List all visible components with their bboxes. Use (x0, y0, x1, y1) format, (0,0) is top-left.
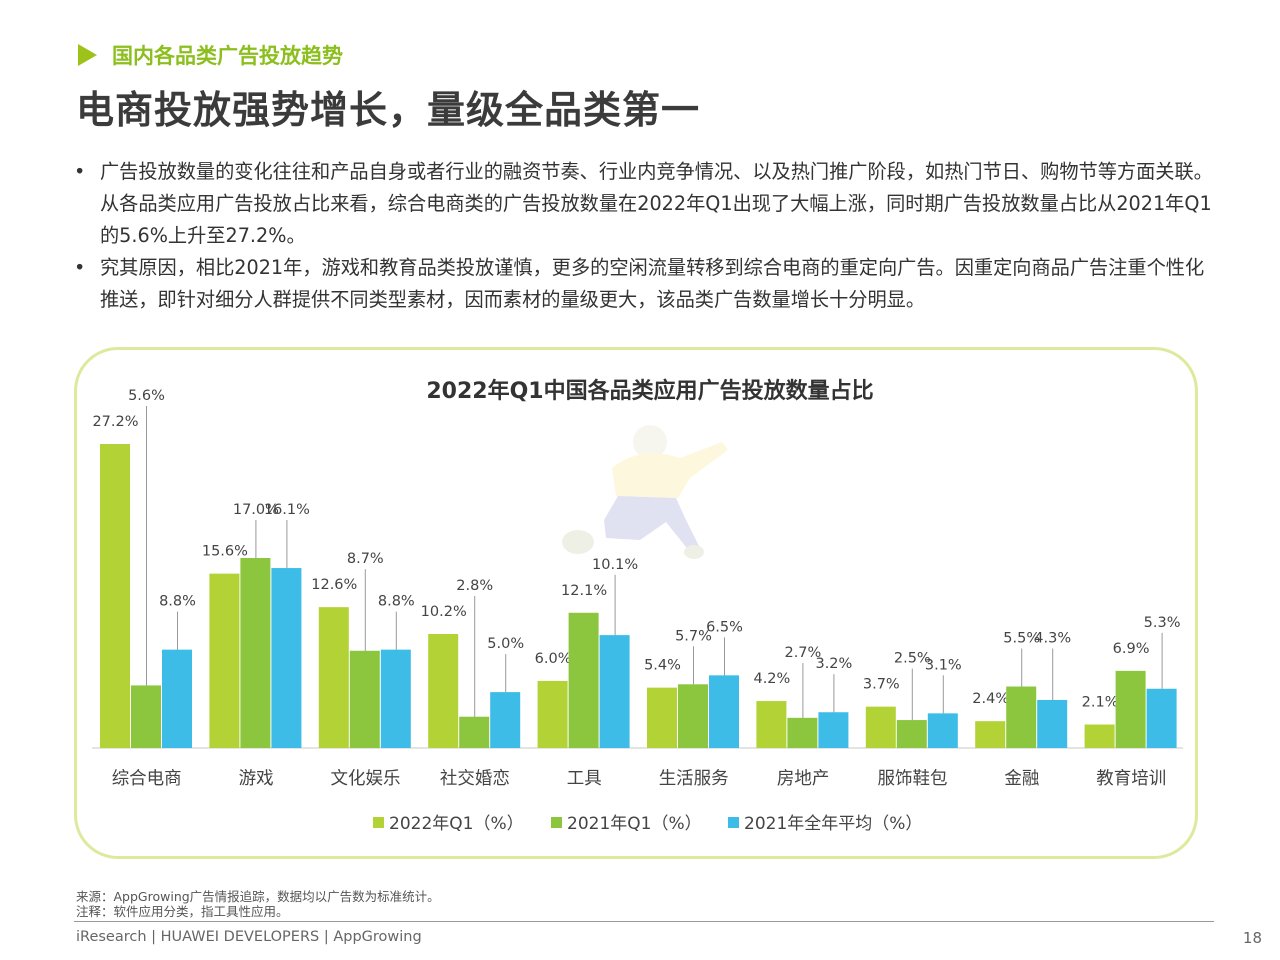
section-title: 国内各品类广告投放趋势 (112, 44, 343, 68)
bar-2 (1115, 670, 1146, 748)
data-label: 6.9% (1113, 641, 1150, 657)
legend-swatch (373, 817, 384, 828)
bar-2 (240, 558, 271, 748)
bar-3 (380, 649, 411, 748)
bar-1 (100, 444, 130, 748)
data-label: 6.5% (706, 619, 743, 635)
bullet-item: • 广告投放数量的变化往往和产品自身或者行业的融资节奏、行业内竞争情况、以及热门… (74, 156, 1214, 252)
page-number: 18 (1242, 929, 1262, 947)
data-label: 5.3% (1144, 615, 1181, 631)
bar-3 (709, 675, 739, 748)
bar-1 (756, 701, 787, 748)
data-label: 8.8% (378, 594, 415, 610)
chart-panel (74, 347, 1198, 859)
bullet-item: • 究其原因，相比2021年，游戏和教育品类投放谨慎，更多的空闲流量转移到综合电… (74, 252, 1214, 316)
bar-1 (209, 573, 240, 748)
data-label: 5.7% (675, 628, 712, 644)
data-label: 2.5% (894, 651, 931, 667)
bar-2 (1006, 686, 1037, 748)
annotation-note: 注释：软件应用分类，指工具性应用。 (76, 904, 289, 919)
data-label: 10.1% (592, 557, 638, 573)
x-tick-label: 金融 (1004, 769, 1039, 789)
data-label: 8.8% (159, 594, 196, 610)
data-label: 2.7% (784, 645, 821, 661)
data-label: 5.0% (487, 636, 524, 652)
x-tick-label: 工具 (567, 769, 602, 789)
page-headline: 电商投放强势增长，量级全品类第一 (76, 88, 701, 132)
data-label: 6.0% (535, 651, 572, 667)
data-label: 15.6% (202, 544, 248, 560)
bar-2 (678, 684, 708, 748)
data-label: 2.1% (1082, 695, 1119, 711)
bar-1 (975, 721, 1006, 748)
chart-title: 2022年Q1中国各品类应用广告投放数量占比 (426, 378, 873, 404)
bar-1 (537, 680, 568, 748)
data-label: 5.4% (644, 658, 681, 674)
bar-1 (865, 706, 896, 748)
data-label: 2.8% (456, 578, 493, 594)
bullet-text: 广告投放数量的变化往往和产品自身或者行业的融资节奏、行业内竞争情况、以及热门推广… (100, 160, 1213, 247)
x-tick-label: 教育培训 (1096, 769, 1166, 789)
x-tick-label: 房地产 (777, 769, 830, 789)
data-label: 12.6% (311, 577, 357, 593)
footer-brand: iResearch | HUAWEI DEVELOPERS | AppGrowi… (76, 929, 422, 945)
bar-3 (927, 713, 958, 748)
x-tick-label: 文化娱乐 (331, 769, 401, 789)
bar-2 (459, 716, 490, 748)
x-tick-label: 服饰鞋包 (878, 769, 948, 789)
legend-label: 2021年Q1（%） (567, 814, 702, 834)
bullet-text: 究其原因，相比2021年，游戏和教育品类投放谨慎，更多的空闲流量转移到综合电商的… (100, 256, 1205, 311)
legend-label: 2021年全年平均（%） (744, 814, 922, 834)
data-label: 4.2% (753, 671, 790, 687)
source-note: 来源：AppGrowing广告情报追踪，数据均以广告数为标准统计。 (76, 889, 440, 904)
bar-1 (428, 634, 459, 748)
data-label: 4.3% (1034, 631, 1071, 647)
bar-2 (896, 720, 927, 748)
bar-3 (490, 692, 521, 748)
data-label: 10.2% (421, 604, 467, 620)
bar-3 (599, 635, 630, 748)
bar-3 (818, 712, 849, 748)
bar-3 (271, 568, 302, 748)
bar-1 (318, 607, 349, 748)
bar-1 (647, 687, 677, 748)
data-label: 27.2% (92, 414, 138, 430)
data-label: 5.6% (128, 388, 165, 404)
data-label: 3.7% (863, 677, 900, 693)
legend-label: 2022年Q1（%） (389, 814, 524, 834)
legend-swatch (728, 817, 739, 828)
x-tick-label: 生活服务 (659, 769, 729, 789)
data-label: 3.1% (925, 657, 962, 673)
chart-marks: 27.2% 5.6% 8.8% 综合电商 15.6% 17.0%16.1% 游戏 12.6% 8… (92, 388, 1180, 789)
legend-swatch (551, 817, 562, 828)
section-arrow-icon (78, 44, 97, 66)
bar-2 (787, 717, 818, 748)
bar-2 (349, 650, 380, 748)
bullet-dot: • (74, 256, 86, 279)
bar-3 (162, 649, 192, 748)
bullet-dot: • (74, 160, 86, 183)
runner-illustration (562, 425, 728, 559)
data-label: 16.1% (264, 502, 310, 518)
footer-divider (74, 921, 1214, 922)
data-label: 17.0% (233, 502, 279, 518)
chart-legend: 2022年Q1（%） 2021年Q1（%） 2021年全年平均（%） (373, 814, 922, 834)
data-label: 2.4% (972, 691, 1009, 707)
bar-1 (1084, 724, 1115, 748)
data-label: 5.5% (1003, 631, 1040, 647)
data-label: 8.7% (347, 551, 384, 567)
bar-2 (568, 612, 599, 748)
data-label: 3.2% (815, 656, 852, 672)
bullet-list: • 广告投放数量的变化往往和产品自身或者行业的融资节奏、行业内竞争情况、以及热门… (74, 156, 1214, 316)
x-tick-label: 社交婚恋 (440, 768, 510, 789)
bar-2 (131, 685, 161, 748)
x-tick-label: 综合电商 (112, 769, 182, 789)
x-tick-label: 游戏 (239, 769, 274, 789)
bar-3 (1146, 688, 1177, 748)
bar-3 (1037, 699, 1068, 748)
data-label: 12.1% (561, 583, 607, 599)
